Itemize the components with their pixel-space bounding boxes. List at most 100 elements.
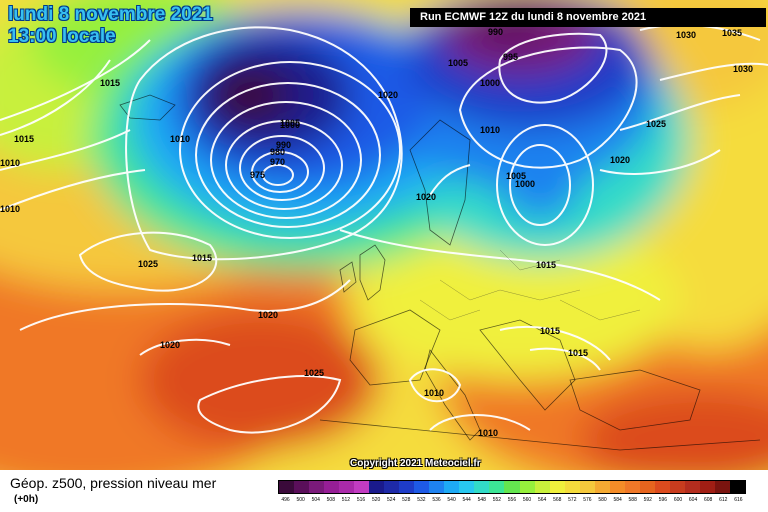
isobar-label: 1010: [0, 158, 20, 168]
color-scale-swatch: [534, 481, 550, 493]
isobar-label: 1015: [14, 134, 34, 144]
isobar-label: 1020: [378, 90, 398, 100]
isobar-label: 1010: [0, 204, 20, 214]
isobar-label: 1010: [424, 388, 444, 398]
color-scale-swatch: [519, 481, 535, 493]
isobar-label: 1010: [480, 125, 500, 135]
isobar-label: 1025: [646, 119, 666, 129]
isobar-label: 1000: [280, 120, 300, 130]
color-scale-tick: 516: [356, 497, 366, 503]
color-scale-tick: 512: [341, 497, 351, 503]
color-scale-tick: 528: [402, 497, 411, 503]
color-scale-tick: 500: [296, 497, 305, 503]
geopotential-field: [0, 0, 768, 470]
geopotential-map: 1015101510101010101010051000990980970975…: [0, 0, 768, 470]
color-scale-tick: 508: [326, 497, 335, 503]
borders: [419, 249, 641, 321]
isobar-label: 995: [503, 52, 518, 62]
color-scale-swatch: [669, 481, 685, 493]
color-scale-tick: 596: [658, 497, 668, 503]
isobar-label: 1030: [676, 30, 696, 40]
color-scale-tick: 580: [598, 497, 607, 503]
map-footer: Géop. z500, pression niveau mer (+0h) 49…: [0, 470, 768, 512]
isobar-label: 1010: [170, 134, 190, 144]
color-scale-swatch: [609, 481, 625, 493]
color-scale-swatch: [699, 481, 715, 493]
map-variable-title: Géop. z500, pression niveau mer: [10, 475, 217, 491]
isobar-label: 1000: [515, 179, 535, 189]
isobar-label: 975: [250, 170, 265, 180]
color-scale-swatch: [504, 481, 520, 493]
color-scale-swatch: [729, 481, 745, 493]
color-scale-swatch: [489, 481, 505, 493]
color-scale-tick: 588: [628, 497, 637, 503]
color-scale-swatch: [684, 481, 700, 493]
color-scale-tick: 504: [311, 497, 320, 503]
isobar-label: 970: [270, 157, 285, 167]
color-scale-swatch: [654, 481, 670, 493]
isobar-label: 1005: [506, 171, 526, 181]
isobar-label: 990: [488, 27, 503, 37]
isobar-label: 1015: [540, 326, 560, 336]
color-scale-tick: 548: [477, 497, 486, 503]
color-scale-tick: 572: [568, 497, 577, 503]
forecast-step: (+0h): [14, 494, 39, 505]
color-scale-swatch: [639, 481, 655, 493]
color-scale-tick: 556: [507, 497, 517, 503]
copyright-notice: Copyright 2021 Meteociel.fr: [350, 458, 481, 469]
color-scale-swatch: [354, 481, 370, 493]
color-scale-swatch: [579, 481, 595, 493]
color-scale-swatch: [444, 481, 460, 493]
color-scale-tick: 592: [643, 497, 652, 503]
isobar-label: 990: [276, 140, 291, 150]
isobar-label: 1020: [610, 155, 630, 165]
isobar-label: 1015: [192, 253, 212, 263]
color-scale-tick: 576: [583, 497, 592, 503]
color-scale-swatch: [564, 481, 580, 493]
color-scale-swatch: [414, 481, 430, 493]
color-scale-tick: 616: [734, 497, 743, 503]
color-scale-tick: 564: [537, 497, 547, 503]
color-scale-tick: 540: [447, 497, 456, 503]
isobars: [0, 23, 768, 434]
isobar-label: 1010: [478, 428, 498, 438]
isobar-label: 1015: [568, 348, 588, 358]
color-scale-swatch: [399, 481, 415, 493]
color-scale-tick: 532: [417, 497, 426, 503]
color-scale-swatch: [549, 481, 565, 493]
color-scale-swatch: [369, 481, 385, 493]
isobar-label: 1025: [304, 368, 324, 378]
color-scale-swatch: [384, 481, 400, 493]
model-run-label: Run ECMWF 12Z du lundi 8 novembre 2021: [410, 8, 766, 27]
color-scale-tick: 612: [719, 497, 728, 503]
color-scale-tick: 520: [371, 497, 381, 503]
color-scale-swatch: [294, 481, 310, 493]
color-scale-swatch: [279, 481, 295, 493]
color-scale-ticks: 496 500 504 508 512 516 520 524 528 532 536 540 544 5…: [278, 497, 746, 503]
isobar-label: 1025: [138, 259, 158, 269]
isobar-labels: 1015101510101010101010051000990980970975…: [0, 27, 753, 438]
color-scale-swatch: [429, 481, 445, 493]
color-scale-swatch: [309, 481, 325, 493]
isobar-label: 1005: [448, 58, 468, 68]
isobar-label: 1000: [480, 78, 500, 88]
color-scale-swatch: [474, 481, 490, 493]
isobar-label: 1020: [160, 340, 180, 350]
color-scale-tick: 536: [432, 497, 441, 503]
color-scale-swatch: [459, 481, 475, 493]
color-scale: [278, 480, 746, 494]
color-scale-tick: 604: [688, 497, 698, 503]
color-scale-swatch: [594, 481, 610, 493]
isobar-label: 1015: [536, 260, 556, 270]
isobar-label: 1035: [722, 28, 742, 38]
isobar-label: 1005: [280, 118, 300, 128]
color-scale-swatch: [339, 481, 355, 493]
isobar-label: 980: [270, 147, 285, 157]
color-scale-tick: 552: [492, 497, 502, 503]
isobar-label: 1020: [258, 310, 278, 320]
coastlines: [119, 94, 761, 451]
color-scale-swatch: [324, 481, 340, 493]
color-scale-tick: 568: [553, 497, 562, 503]
color-scale-tick: 544: [462, 497, 471, 503]
